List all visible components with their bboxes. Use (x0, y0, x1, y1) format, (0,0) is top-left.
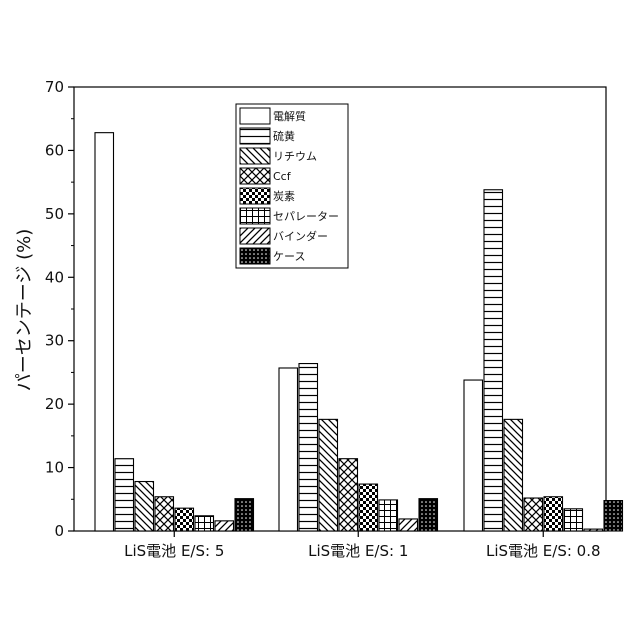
bar (359, 484, 378, 531)
bar (299, 364, 318, 531)
legend-label: バインダー (273, 229, 328, 243)
legend-swatch (240, 188, 270, 204)
x-axis: LiS電池 E/S: 5 LiS電池 E/S: 1 LiS電池 E/S: 0.8 (124, 531, 600, 560)
y-tick-label: 20 (45, 395, 64, 413)
legend-label: ケース (273, 250, 305, 263)
x-tick-label: LiS電池 E/S: 1 (308, 542, 408, 560)
bar (339, 459, 358, 531)
legend-swatch (240, 168, 270, 184)
x-tick-label: LiS電池 E/S: 5 (124, 542, 224, 560)
y-tick-label: 10 (45, 459, 64, 477)
legend-label: 電解質 (273, 109, 306, 123)
legend-swatch (240, 228, 270, 244)
bar (524, 498, 543, 531)
bar (135, 482, 154, 531)
bar (504, 419, 523, 531)
bar (399, 519, 418, 531)
bar (419, 499, 438, 531)
y-tick-label: 50 (45, 205, 64, 223)
bar (464, 380, 483, 531)
bar (235, 499, 254, 531)
bar (319, 419, 338, 531)
legend-swatch (240, 248, 270, 264)
bar (564, 509, 583, 531)
y-tick-label: 30 (45, 332, 64, 350)
bar (155, 497, 174, 531)
legend-label: Ccf (273, 170, 292, 183)
bar (279, 368, 298, 531)
bar (115, 459, 134, 531)
x-tick-label: LiS電池 E/S: 0.8 (486, 542, 601, 560)
bar (215, 521, 234, 531)
legend-label: 炭素 (273, 190, 295, 203)
legend-label: セパレーター (273, 210, 339, 223)
bar (95, 133, 114, 531)
bar (604, 501, 623, 531)
y-axis-label: パーセンテージ (%) (14, 229, 35, 392)
legend-label: リチウム (273, 150, 317, 163)
y-tick-label: 40 (45, 268, 64, 286)
y-tick-label: 60 (45, 141, 64, 159)
bar (544, 497, 563, 531)
bar (379, 500, 398, 531)
y-tick-label: 70 (45, 78, 64, 96)
bars (95, 133, 623, 531)
y-axis: 0 10 20 30 40 50 60 70 (45, 78, 74, 540)
legend: 電解質硫黄リチウム Ccf 炭素セパレーターバインダーケース (236, 104, 348, 268)
legend-swatch (240, 128, 270, 144)
legend-swatch (240, 148, 270, 164)
bar (175, 508, 194, 531)
bar (484, 190, 503, 531)
legend-swatch (240, 108, 270, 124)
bar (195, 516, 214, 531)
bar (584, 529, 603, 531)
y-tick-label: 0 (54, 522, 64, 540)
legend-label: 硫黄 (273, 129, 295, 143)
legend-swatch (240, 208, 270, 224)
